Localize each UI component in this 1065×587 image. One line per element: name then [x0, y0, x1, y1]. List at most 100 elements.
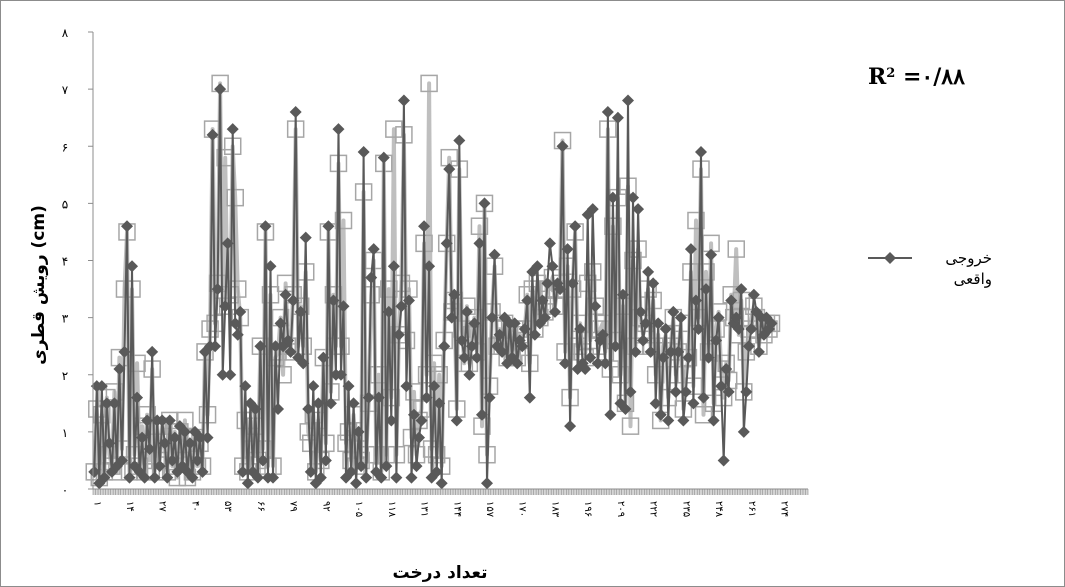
data-point-diamond	[604, 408, 617, 421]
data-point-square	[334, 211, 353, 230]
data-point-diamond	[538, 311, 551, 324]
data-point-diamond	[584, 351, 597, 364]
data-point-diamond	[611, 111, 624, 124]
data-point-diamond	[528, 328, 541, 341]
data-point-diamond	[402, 294, 415, 307]
data-point-diamond	[715, 380, 728, 393]
data-point-diamond	[465, 340, 478, 353]
data-point-diamond	[518, 323, 531, 336]
data-point-diamond	[146, 345, 159, 358]
data-point-diamond	[561, 243, 574, 256]
x-axis-title: تعداد درخت	[392, 563, 487, 583]
data-point-diamond	[619, 403, 632, 416]
data-point-diamond	[385, 414, 398, 427]
data-point-diamond	[541, 277, 554, 290]
data-point-diamond	[186, 471, 199, 484]
data-point-diamond	[574, 323, 587, 336]
series-actual	[88, 83, 778, 490]
data-point-diamond	[100, 397, 113, 410]
data-point-diamond	[166, 454, 179, 467]
data-point-diamond	[380, 460, 393, 473]
data-point-diamond	[448, 288, 461, 301]
data-point-diamond	[732, 323, 745, 336]
data-point-diamond	[559, 357, 572, 370]
data-point-diamond	[458, 351, 471, 364]
data-point-diamond	[634, 305, 647, 318]
data-point-diamond	[287, 294, 300, 307]
legend: خروجی واقعی	[868, 249, 992, 288]
y-tick-label: ۲	[62, 369, 68, 383]
data-point-diamond	[481, 477, 494, 490]
data-point-diamond	[206, 128, 219, 141]
data-point-diamond	[141, 414, 154, 427]
data-point-diamond	[632, 203, 645, 216]
data-point-diamond	[143, 443, 156, 456]
data-point-diamond	[423, 260, 436, 273]
data-point-diamond	[241, 477, 254, 490]
data-point-diamond	[591, 357, 604, 370]
data-point-diamond	[392, 328, 405, 341]
data-point-diamond	[95, 380, 108, 393]
data-point-diamond	[742, 340, 755, 353]
data-point-diamond	[249, 403, 262, 416]
data-point-diamond	[148, 471, 161, 484]
x-tick-label: ۹۲	[320, 501, 331, 512]
data-point-diamond	[543, 237, 556, 250]
data-point-diamond	[279, 288, 292, 301]
x-tick-label: ۲۶۱	[746, 501, 757, 517]
data-point-diamond	[627, 191, 640, 204]
data-point-diamond	[274, 317, 287, 330]
data-point-diamond	[377, 151, 390, 164]
data-point-diamond	[115, 454, 128, 467]
data-point-diamond	[450, 414, 463, 427]
x-tick-label: ۲۰۹	[615, 501, 626, 517]
data-point-diamond	[669, 385, 682, 398]
data-point-diamond	[664, 345, 677, 358]
data-point-square	[697, 263, 715, 281]
x-axis: ۱ ۱۴ ۲۷ ۴۰ ۵۳ ۶۶ ۷۹ ۹۲ ۱۰۵ ۱۱۸ ۱۳۱ ۱۴۴ ۱۵۷ ۱۷۰ ۱۸۳ ۱۹۶ ۲…	[91, 488, 809, 518]
data-point-diamond	[433, 397, 446, 410]
data-point-diamond	[659, 323, 672, 336]
y-tick-label: ۸	[62, 26, 69, 40]
data-point-diamond	[684, 243, 697, 256]
y-tick-label: ۰	[62, 483, 68, 497]
data-point-diamond	[420, 391, 433, 404]
data-point-diamond	[478, 197, 491, 210]
data-point-diamond	[435, 477, 448, 490]
data-point-square	[621, 417, 640, 435]
x-tick-label: ۲۳۵	[680, 501, 691, 517]
data-point-diamond	[168, 431, 181, 444]
data-point-diamond	[747, 288, 760, 301]
data-point-diamond	[564, 420, 577, 433]
data-point-diamond	[297, 357, 310, 370]
data-point-diamond	[382, 305, 395, 318]
data-point-diamond	[579, 363, 592, 376]
data-point-diamond	[322, 220, 335, 233]
data-point-diamond	[136, 431, 149, 444]
data-point-square	[229, 280, 247, 298]
data-point-diamond	[216, 368, 229, 381]
x-tick-label: ۵۳	[222, 501, 233, 512]
data-point-diamond	[601, 105, 614, 118]
x-tick-label: ۱۸۳	[549, 501, 560, 518]
data-point-diamond	[486, 311, 499, 324]
data-point-square	[420, 74, 438, 93]
data-point-square	[687, 211, 705, 230]
data-point-diamond	[443, 163, 456, 176]
data-point-diamond	[350, 477, 363, 490]
data-point-diamond	[725, 294, 738, 307]
data-point-diamond	[589, 300, 602, 313]
data-point-diamond	[360, 471, 373, 484]
data-point-diamond	[375, 471, 388, 484]
data-point-diamond	[365, 271, 378, 284]
legend-marker-diamond	[884, 252, 896, 264]
data-point-diamond	[196, 465, 209, 478]
x-tick-label: ۲۷۴	[779, 501, 790, 517]
data-point-diamond	[304, 465, 317, 478]
data-point-diamond	[730, 311, 743, 324]
data-point-diamond	[193, 431, 206, 444]
data-point-diamond	[700, 283, 713, 296]
data-point-square	[385, 120, 403, 138]
data-point-diamond	[400, 380, 413, 393]
data-point-diamond	[337, 300, 350, 313]
